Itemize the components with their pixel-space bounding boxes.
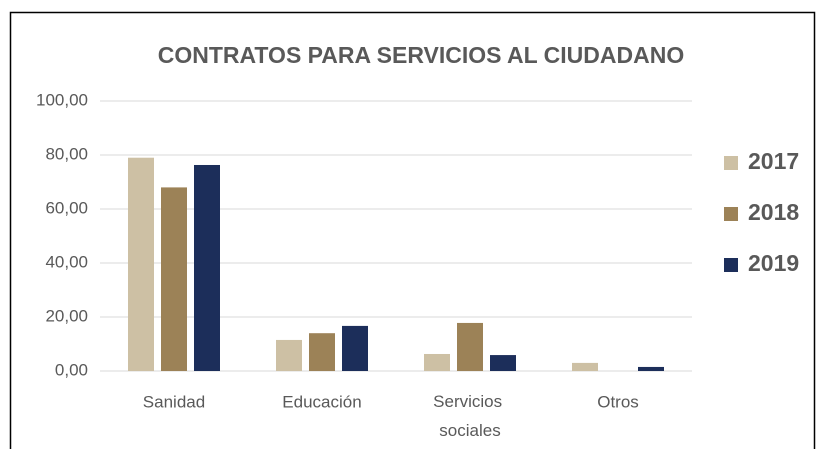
y-tick-label: 80,00 <box>45 144 88 163</box>
bar <box>194 164 220 371</box>
legend-label: 2017 <box>748 148 799 174</box>
bar <box>490 355 516 371</box>
y-tick-label: 40,00 <box>45 252 88 271</box>
bar <box>309 333 335 371</box>
x-tick-label: Educación <box>282 392 361 411</box>
x-tick-label: Sanidad <box>143 392 205 411</box>
bar <box>457 322 483 371</box>
bar <box>342 325 368 371</box>
legend-label: 2018 <box>748 199 799 225</box>
frame <box>9 11 816 449</box>
y-tick-label: 20,00 <box>45 306 88 325</box>
bar <box>276 339 302 371</box>
bar <box>161 187 187 371</box>
x-tick-label: Otros <box>597 392 639 411</box>
y-tick-label: 100,00 <box>36 90 88 109</box>
legend-label: 2019 <box>748 250 799 276</box>
chart-title: CONTRATOS PARA SERVICIOS AL CIUDADANO <box>158 42 684 68</box>
legend-swatch <box>724 156 738 170</box>
legend-swatch <box>724 207 738 221</box>
y-tick-label: 60,00 <box>45 198 88 217</box>
x-tick-label: Servicios sociales <box>433 392 507 440</box>
y-tick-label: 0,00 <box>55 360 88 379</box>
bar <box>128 157 154 371</box>
bar <box>424 353 450 371</box>
bar <box>638 366 664 371</box>
bar <box>572 362 598 371</box>
legend-swatch <box>724 258 738 272</box>
